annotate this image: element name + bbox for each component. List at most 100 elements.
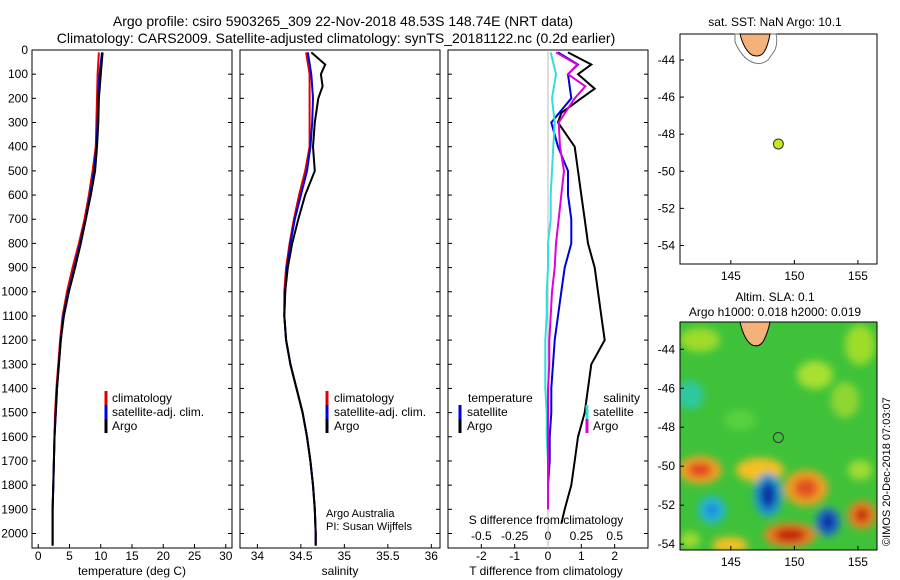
temperature-frame [31,49,233,549]
salinity-axis-ticks: 34 34.5 35 35.5 36 [251,544,439,563]
depth-tick-label: 600 [8,188,28,202]
lon-tick-label: 155 [848,555,868,569]
salinity-legend: climatology satellite-adj. clim. Argo [325,391,426,433]
lat-tick-label: -52 [658,498,676,512]
difference-legend: temperature satellite Argo salinity sate… [458,391,640,433]
sla-map-subtitle: Argo h1000: 0.018 h2000: 0.019 [689,305,861,319]
x-tick-label: 34 [251,549,265,563]
s-tick-label: 0.25 [570,529,594,543]
lon-tick-label: 150 [784,269,804,283]
x-tick-label: 25 [188,549,202,563]
s-tick-label: -0.25 [501,529,529,543]
legend-s-argo: Argo [593,419,619,433]
sst-map-title: sat. SST: NaN Argo: 10.1 [708,15,842,29]
salinity-difference-ticks: -0.5-0.2500.250.5 [471,529,623,543]
x-tick-label: 1 [578,549,585,563]
depth-tick-label: 100 [8,67,28,81]
legend-t-satellite: satellite [467,405,508,419]
x-tick-label: 34.5 [289,549,313,563]
depth-tick-label: 1500 [1,406,28,420]
x-tick-label: 36 [425,549,439,563]
s-difference-axis-label: S difference from climatology [469,513,624,527]
depth-tick-label: 1900 [1,502,28,516]
sst-map-ticks: -44 -46 -48 -50 -52 -54 145 150 155 [658,53,869,283]
depth-tick-label: 1200 [1,333,28,347]
t-difference-axis-label: T difference from climatology [469,564,623,578]
sla-map-frame [679,321,878,551]
x-tick-label: 20 [157,549,171,563]
depth-tick-label: 1800 [1,478,28,492]
salinity-profiles [283,51,327,546]
tasmania-land [739,33,771,57]
x-tick-label: 35.5 [376,549,400,563]
depth-tick-label: 0 [21,43,28,57]
depth-tick-label: 1400 [1,381,28,395]
depth-tick-label: 1000 [1,285,28,299]
sla-map-ticks: -44 -46 -48 -50 -52 -54 145 150 155 [658,342,869,569]
legend-argo: Argo [334,419,360,433]
s-tick-label: -0.5 [471,529,492,543]
lat-tick-label: -48 [658,127,676,141]
lat-tick-label: -46 [658,381,676,395]
profile-line-t-satellite [547,51,580,510]
depth-tick-label: 1600 [1,430,28,444]
legend-argo: Argo [112,419,138,433]
depth-tick-label: 2000 [1,526,28,540]
x-tick-label: 35 [338,549,352,563]
lon-tick-label: 155 [848,269,868,283]
depth-tick-label: 1300 [1,357,28,371]
profile-line-satellite-adj-clim- [51,52,103,546]
header-title-line2: Climatology: CARS2009. Satellite-adjuste… [57,30,615,46]
s-tick-label: 0.5 [606,529,623,543]
temperature-profiles [51,52,104,546]
x-tick-label: 30 [219,549,233,563]
legend-climatology: climatology [334,391,394,405]
temperature-panel: 0100200300400500600700800900100011001200… [1,43,648,578]
difference-profiles [544,50,606,548]
x-tick-label: 15 [125,549,139,563]
lat-tick-label: -54 [658,238,676,252]
depth-tick-label: 1100 [2,309,28,323]
profile-line-t-argo [556,51,606,525]
salinity-panel: 34 34.5 35 35.5 36 salinity climatology sate… [239,49,441,578]
depth-tick-label: 700 [8,212,28,226]
argo-float-marker [772,138,784,150]
x-tick-label: 10 [94,549,108,563]
profile-line-s-argo [547,51,587,510]
sla-map: Altim. SLA: 0.1 Argo h1000: 0.018 h2000:… [658,290,878,569]
lat-tick-label: -50 [658,459,676,473]
header-title-line1: Argo profile: csiro 5903265_309 22-Nov-2… [113,13,573,29]
salinity-frame [239,49,441,549]
difference-axis-ticks: -2 -1 0 1 2 [476,544,618,563]
depth-tick-label: 800 [8,236,28,250]
profile-line-s-satellite [544,52,558,510]
depth-tick-label: 300 [8,116,28,130]
legend-salinity-title: salinity [603,391,640,405]
depth-tick-label: 500 [8,164,28,178]
profile-line-argo [283,51,327,546]
depth-tick-label: 200 [8,91,28,105]
tasmania-land [739,322,771,347]
lon-tick-label: 150 [784,555,804,569]
legend-s-satellite: satellite [593,405,634,419]
legend-satellite: satellite-adj. clim. [112,405,204,419]
temperature-axis-label: temperature (deg C) [78,564,186,578]
difference-panel: -2 -1 0 1 2 -0.5 -0.25 0 0.25 0.5 T difference f… [447,49,649,578]
x-tick-label: 0 [545,549,552,563]
x-tick-label: -2 [476,549,487,563]
x-tick-label: 0 [35,549,42,563]
depth-axis-ticks: 0 100 200 300 400 500 600 700 800 900 1000 1100 1200… [1,43,648,540]
lat-tick-label: -48 [658,420,676,434]
legend-temperature-title: temperature [468,391,533,405]
depth-tick-label: 400 [8,140,28,154]
legend-climatology: climatology [112,391,172,405]
lat-tick-label: -54 [658,537,676,551]
sst-shelf-contour [734,33,778,65]
argo-float-marker [772,432,784,444]
legend-t-argo: Argo [467,419,493,433]
imos-credit: ©IMOS 20-Dec-2018 07:03:07 [881,397,893,546]
salinity-axis-label: salinity [322,564,359,578]
legend-satellite: satellite-adj. clim. [334,405,426,419]
credit-pi: PI: Susan Wijffels [326,521,412,533]
depth-tick-label: 900 [8,261,28,275]
